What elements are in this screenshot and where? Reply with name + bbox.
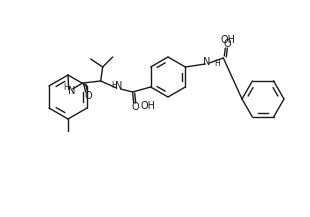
Text: O: O [224,39,231,49]
Text: H: H [215,59,220,67]
Text: O: O [85,91,92,101]
Text: OH: OH [141,101,156,111]
Text: N: N [203,57,210,67]
Text: N: N [68,86,75,96]
Text: O: O [132,102,140,112]
Text: H: H [111,82,117,90]
Text: OH: OH [221,35,236,45]
Text: N: N [115,81,122,91]
Text: H: H [63,84,69,92]
